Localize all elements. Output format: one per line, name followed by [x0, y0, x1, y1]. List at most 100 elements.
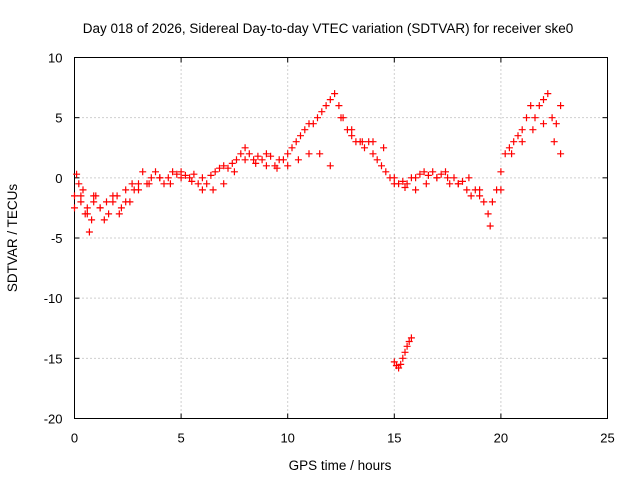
data-point-main_track — [373, 156, 381, 164]
data-point-secondary_track — [337, 114, 345, 122]
data-point-main_track — [105, 210, 113, 218]
data-point-main_track — [262, 150, 270, 158]
data-point-main_track — [488, 198, 496, 206]
data-point-secondary_track — [128, 180, 136, 188]
data-point-main_track — [279, 156, 287, 164]
data-point-main_track — [557, 102, 565, 110]
x-tick-label: 0 — [71, 431, 78, 446]
data-point-main_track — [544, 90, 552, 98]
data-point-main_track — [85, 228, 93, 236]
data-point-main_track — [177, 168, 185, 176]
data-point-main_track — [203, 180, 211, 188]
data-point-isolated_segment — [395, 364, 403, 372]
data-point-main_track — [429, 168, 437, 176]
data-point-main_track — [233, 156, 240, 164]
data-point-main_track — [348, 132, 356, 140]
x-axis-label: GPS time / hours — [289, 458, 392, 473]
data-point-secondary_track — [284, 162, 292, 170]
data-point-isolated_segment — [399, 354, 407, 362]
data-point-secondary_track — [401, 184, 409, 191]
data-point-main_track — [216, 164, 223, 172]
y-tick-label: -15 — [44, 351, 63, 366]
data-point-main_track — [467, 192, 475, 200]
plot-frame — [74, 57, 608, 419]
data-point-main_track — [301, 126, 309, 134]
data-point-main_track — [463, 186, 471, 194]
data-point-secondary_track — [77, 192, 85, 200]
data-point-main_track — [173, 170, 181, 178]
data-point-main_track — [459, 177, 466, 185]
data-point-main_track — [207, 171, 215, 179]
data-point-main_track — [267, 152, 275, 160]
data-point-secondary_track — [252, 159, 260, 167]
data-point-main_track — [90, 198, 98, 206]
data-point-main_track — [211, 168, 219, 176]
data-point-main_track — [186, 174, 194, 182]
y-axis: -20 -15 -10 -5 0 5 10 — [44, 51, 608, 427]
data-point-secondary_track — [273, 164, 281, 172]
data-point-main_track — [117, 204, 125, 212]
data-point-secondary_track — [115, 210, 123, 218]
chart-title: Day 018 of 2026, Sidereal Day-to-day VTE… — [83, 21, 573, 36]
data-point-secondary_track — [177, 174, 185, 182]
data-point-main_track — [412, 174, 420, 182]
data-point-main_track — [540, 96, 547, 104]
data-point-isolated_segment — [405, 338, 413, 345]
data-point-main_track — [228, 159, 236, 167]
data-point-secondary_track — [262, 162, 270, 170]
data-point-main_track — [83, 204, 91, 212]
data-point-secondary_track — [444, 174, 452, 182]
data-point-secondary_track — [96, 204, 104, 212]
data-point-secondary_track — [465, 174, 473, 182]
data-point-isolated_segment — [390, 358, 398, 366]
data-point-secondary_track — [166, 180, 174, 188]
y-axis-label: SDTVAR / TECUs — [5, 184, 20, 293]
data-point-main_track — [531, 114, 539, 122]
data-point-main_track — [501, 150, 509, 158]
data-point-main_track — [250, 156, 258, 164]
data-point-main_track — [326, 96, 334, 104]
data-point-main_track — [164, 174, 172, 182]
data-point-secondary_track — [294, 156, 302, 164]
data-point-main_track — [237, 150, 245, 158]
data-point-secondary_track — [412, 186, 420, 194]
data-point-main_track — [480, 198, 488, 206]
data-point-main_track — [437, 170, 445, 178]
x-tick-label: 10 — [280, 431, 294, 446]
data-point-main_track — [190, 170, 198, 178]
data-point-main_track — [288, 144, 296, 152]
data-point-main_track — [169, 168, 177, 176]
data-point-main_track — [160, 180, 168, 188]
y-tick-label: 0 — [55, 171, 62, 186]
data-point-main_track — [361, 144, 368, 152]
data-point-main_track — [258, 156, 266, 164]
data-point-secondary_track — [380, 144, 388, 152]
data-point-main_track — [442, 168, 449, 176]
x-axis: 0 5 10 15 20 25 — [71, 57, 615, 446]
data-point-secondary_track — [540, 120, 547, 128]
data-point-main_track — [73, 170, 81, 178]
y-tick-label: 10 — [48, 51, 62, 66]
data-point-main_track — [552, 120, 560, 128]
data-point-main_track — [71, 192, 78, 200]
x-tick-label: 25 — [600, 431, 614, 446]
data-point-secondary_track — [109, 192, 117, 200]
data-point-secondary_track — [476, 186, 484, 194]
data-point-secondary_track — [486, 222, 494, 230]
data-point-main_track — [424, 171, 432, 179]
y-tick-label: -10 — [44, 291, 63, 306]
data-point-main_track — [75, 180, 83, 188]
data-point-main_track — [147, 174, 155, 182]
y-tick-label: 5 — [55, 111, 62, 126]
data-point-isolated_segment — [407, 334, 415, 342]
x-tick-label: 5 — [177, 431, 184, 446]
y-tick-label: -5 — [51, 231, 63, 246]
data-point-main_track — [297, 132, 304, 140]
data-point-main_track — [254, 152, 262, 160]
data-point-secondary_track — [316, 150, 324, 158]
data-point-secondary_track — [122, 198, 130, 206]
data-point-secondary_track — [230, 168, 238, 176]
data-point-main_track — [548, 114, 556, 122]
data-point-main_track — [476, 192, 484, 200]
